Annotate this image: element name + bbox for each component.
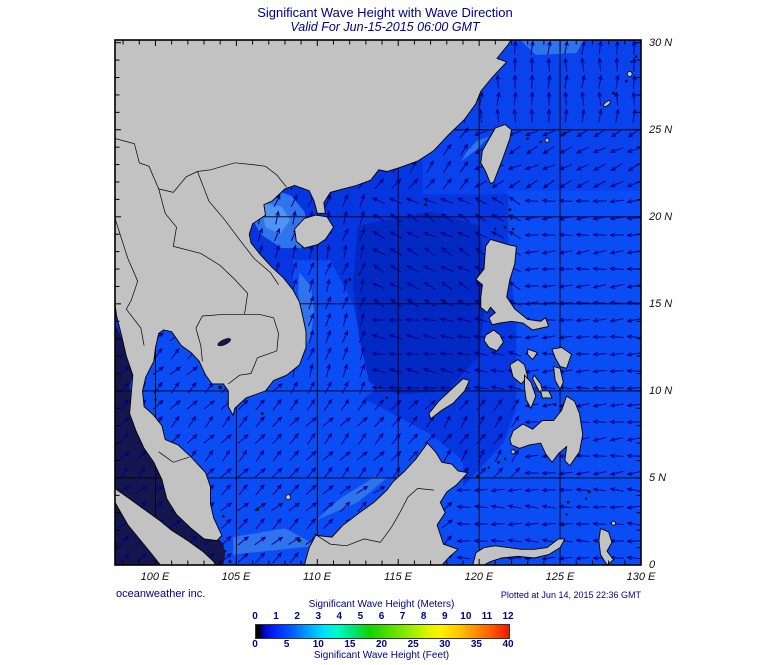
- map-frame-layer: [114, 39, 642, 566]
- wave-height-colorbar: [255, 624, 510, 639]
- legend-meters-ticks: 0 1 2 3 4 5 6 7 8 9 10 11 12: [252, 611, 514, 622]
- lon-label-115e: 115 E: [384, 571, 412, 583]
- lat-label-15n: 15 N: [649, 298, 673, 310]
- lon-label-125e: 125 E: [545, 571, 575, 583]
- legend-feet-ticks: 0 5 10 15 20 25 30 35 40: [252, 639, 514, 650]
- plotted-timestamp: Plotted at Jun 14, 2015 22:36 GMT: [500, 590, 641, 600]
- lon-label-130e: 130 E: [626, 571, 656, 583]
- lon-label-120e: 120 E: [464, 571, 494, 583]
- lon-label-110e: 110 E: [303, 571, 331, 583]
- lat-label-30n: 30 N: [649, 37, 673, 49]
- lat-label-20n: 20 N: [649, 211, 673, 223]
- valid-time-subtitle: Valid For Jun-15-2015 06:00 GMT: [290, 20, 480, 34]
- page-title: Significant Wave Height with Wave Direct…: [257, 5, 513, 20]
- lat-label-0: 0: [649, 559, 656, 571]
- oceanweather-credit: oceanweather inc.: [116, 588, 206, 600]
- legend-title-feet: Significant Wave Height (Feet): [313, 650, 450, 661]
- lon-label-100e: 100 E: [140, 571, 170, 583]
- land-layer: [115, 40, 638, 565]
- legend-title-meters: Significant Wave Height (Meters): [308, 599, 455, 610]
- lat-label-25n: 25 N: [649, 124, 673, 136]
- lat-label-5n: 5 N: [649, 472, 667, 484]
- lat-label-10n: 10 N: [649, 385, 673, 397]
- lon-label-105e: 105 E: [221, 571, 251, 583]
